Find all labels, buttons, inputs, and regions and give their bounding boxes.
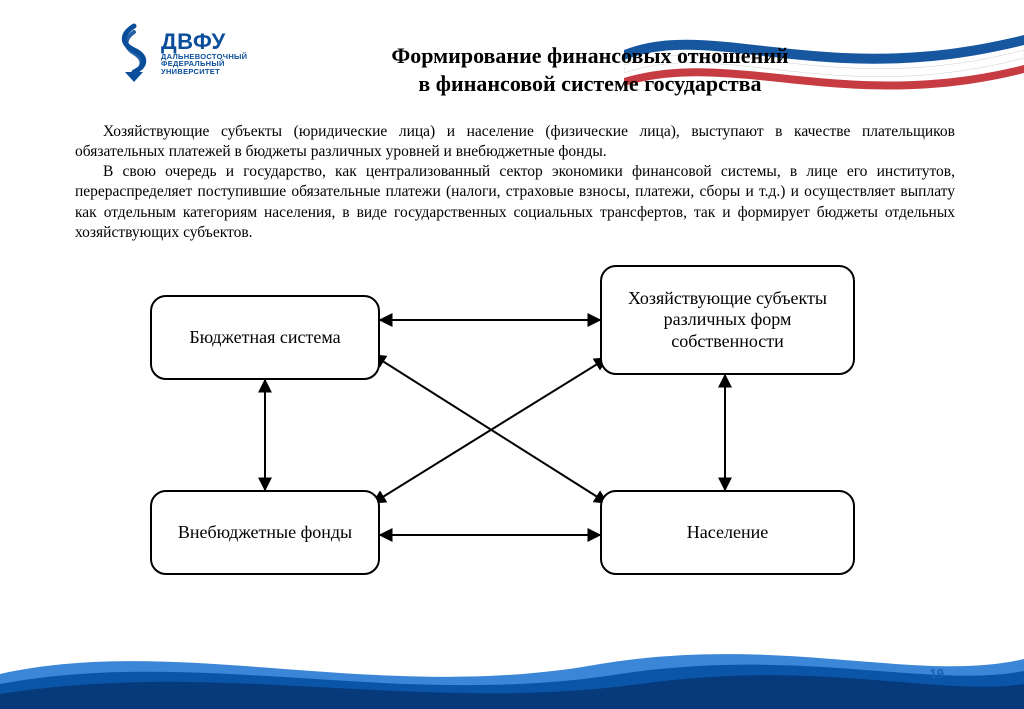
page-number: 19 — [930, 666, 944, 681]
logo: ДВФУ ДАЛЬНЕВОСТОЧНЫЙ ФЕДЕРАЛЬНЫЙ УНИВЕРС… — [115, 22, 247, 84]
paragraph-2: В свою очередь и государство, как центра… — [75, 162, 955, 243]
diagram-node-n2: Хозяйствующие субъекты различных форм со… — [600, 265, 855, 375]
title-line-2: в финансовой системе государства — [280, 70, 900, 98]
logo-mark-icon — [115, 22, 153, 84]
title-line-1: Формирование финансовых отношений — [280, 42, 900, 70]
body-text: Хозяйствующие субъекты (юридические лица… — [75, 122, 955, 243]
page-title: Формирование финансовых отношений в фина… — [280, 42, 900, 97]
paragraph-1: Хозяйствующие субъекты (юридические лица… — [75, 122, 955, 162]
logo-abbr: ДВФУ — [161, 31, 247, 53]
logo-sub3: УНИВЕРСИТЕТ — [161, 68, 247, 76]
footer-wave — [0, 629, 1024, 709]
diagram: Бюджетная система Хозяйствующие субъекты … — [110, 265, 910, 615]
diagram-node-n3: Внебюджетные фонды — [150, 490, 380, 575]
diagram-node-n1: Бюджетная система — [150, 295, 380, 380]
diagram-node-n4: Население — [600, 490, 855, 575]
